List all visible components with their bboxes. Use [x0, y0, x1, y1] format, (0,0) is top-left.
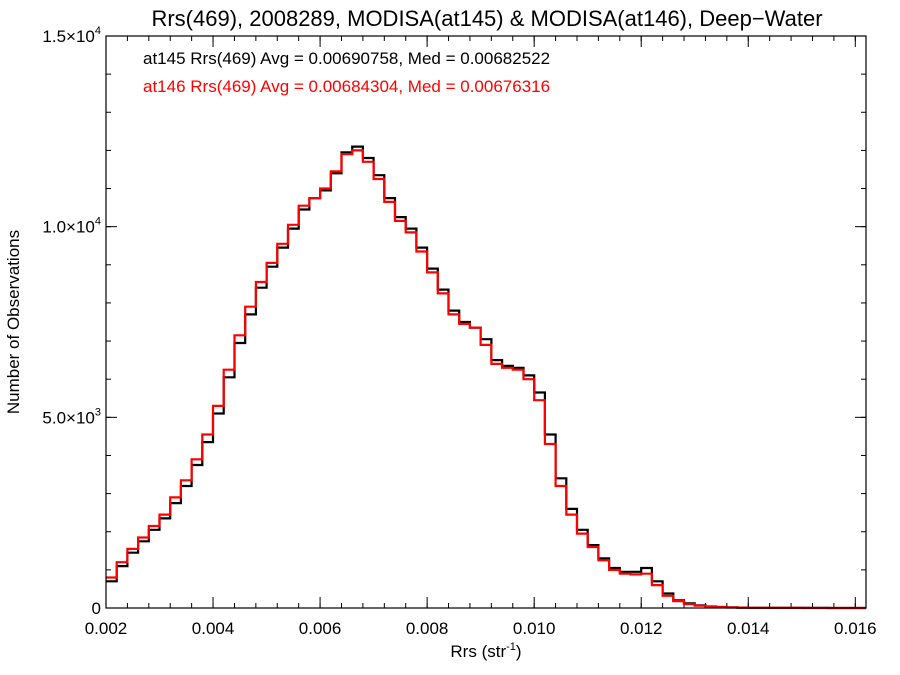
x-axis-label: Rrs (str-1)	[450, 641, 521, 661]
x-tick-label: 0.016	[834, 619, 877, 638]
x-tick-label: 0.010	[513, 619, 556, 638]
x-tick-label: 0.012	[620, 619, 663, 638]
x-tick-label: 0.004	[192, 619, 235, 638]
y-tick-label: 0	[92, 599, 101, 618]
chart-title: Rrs(469), 2008289, MODISA(at145) & MODIS…	[151, 6, 822, 31]
annotation-at145: at145 Rrs(469) Avg = 0.00690758, Med = 0…	[143, 49, 550, 68]
y-tick-label: 5.0×103	[42, 406, 101, 427]
y-tick-label: 1.5×104	[42, 25, 101, 46]
x-tick-label: 0.014	[727, 619, 770, 638]
annotation-at146: at146 Rrs(469) Avg = 0.00684304, Med = 0…	[143, 77, 550, 96]
x-tick-label: 0.002	[85, 619, 128, 638]
tick-labels: 0.002 0.004 0.006 0.008 0.010 0.012 0.014 0.016…	[42, 25, 876, 638]
series-line-1	[106, 149, 866, 610]
axis-ticks	[105, 35, 866, 609]
x-tick-label: 0.006	[299, 619, 342, 638]
plot-frame	[105, 35, 867, 609]
y-tick-label: 1.0×104	[42, 216, 101, 237]
series-line-0	[106, 145, 866, 610]
y-axis-label: Number of Observations	[4, 230, 23, 414]
series-layer	[106, 145, 866, 610]
x-tick-label: 0.008	[406, 619, 449, 638]
